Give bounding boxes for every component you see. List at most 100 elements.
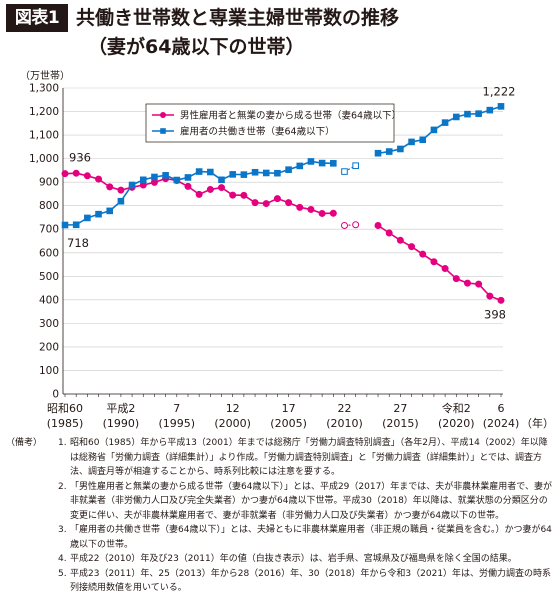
data-point bbox=[162, 172, 169, 179]
data-point bbox=[396, 236, 404, 244]
y-tick-label: 0 bbox=[52, 389, 59, 401]
y-tick-label: 800 bbox=[39, 200, 59, 212]
data-point bbox=[329, 209, 337, 217]
data-point bbox=[95, 175, 103, 183]
x-tick-label: (2010) bbox=[326, 417, 363, 430]
data-point bbox=[195, 190, 203, 198]
data-point bbox=[419, 250, 427, 258]
data-point bbox=[408, 243, 416, 251]
x-tick-label: (2020) bbox=[438, 417, 475, 430]
data-point bbox=[84, 214, 91, 222]
x-tick-label: 22 bbox=[337, 402, 351, 415]
data-point bbox=[285, 199, 293, 207]
x-tick-label: (2015) bbox=[382, 417, 419, 430]
note-item: 5. 平成23（2011）年、25（2013）年から28（2016）年、30（2… bbox=[58, 567, 554, 596]
x-tick-label: 12 bbox=[226, 402, 240, 415]
y-tick-label: 1,100 bbox=[29, 130, 59, 142]
data-point bbox=[318, 159, 326, 167]
data-point bbox=[296, 162, 304, 170]
data-point bbox=[497, 296, 505, 304]
x-tick-label: (2005) bbox=[270, 417, 307, 430]
x-tick-label: (1990) bbox=[103, 417, 140, 430]
chart-title: 共働き世帯数と専業主婦世帯数の推移 bbox=[76, 7, 400, 29]
y-tick-label: 300 bbox=[39, 318, 59, 330]
y-tick-label: 500 bbox=[39, 271, 59, 283]
data-point bbox=[419, 136, 427, 144]
y-tick-label: 1,000 bbox=[29, 153, 59, 165]
series-line bbox=[377, 224, 502, 302]
note-number: 4. bbox=[58, 554, 67, 564]
data-point bbox=[352, 221, 360, 229]
data-point bbox=[195, 168, 203, 175]
note-item: 4. 平成22（2010）年及び23（2011）年の値（白抜き表示）は、岩手県、… bbox=[58, 552, 554, 567]
data-point bbox=[207, 168, 214, 176]
data-point bbox=[128, 181, 136, 189]
x-tick-label: (2024) bbox=[483, 417, 520, 430]
data-point bbox=[218, 176, 225, 184]
chart-subtitle: （妻が64歳以下の世帯） bbox=[88, 36, 305, 58]
data-point bbox=[352, 162, 359, 169]
notes-list: 1. 昭和60（1985）年から平成13（2001）年までは総務庁「労働力調査特… bbox=[58, 436, 554, 596]
legend-marker bbox=[160, 112, 166, 118]
legend-label: 雇用者の共働き世帯（妻64歳以下） bbox=[180, 126, 335, 138]
data-point bbox=[173, 176, 181, 184]
data-point bbox=[452, 275, 460, 283]
data-point bbox=[72, 221, 80, 229]
note-text: 昭和60（1985）年から平成13（2001）年までは総務庁「労働力調査特別調査… bbox=[70, 438, 548, 477]
data-point bbox=[441, 265, 449, 273]
data-point bbox=[285, 166, 292, 173]
data-point bbox=[229, 171, 236, 178]
x-tick-label: 17 bbox=[282, 402, 296, 415]
data-point bbox=[296, 203, 304, 211]
legend-marker bbox=[160, 128, 166, 134]
x-tick-label: (2000) bbox=[214, 417, 251, 430]
notes-heading: （備考） bbox=[6, 438, 43, 448]
data-point bbox=[117, 197, 125, 205]
data-point bbox=[475, 110, 482, 117]
data-point bbox=[430, 258, 438, 266]
data-point bbox=[240, 171, 248, 178]
note-text: 「男性雇用者と無業の妻から成る世帯（妻64歳以下）」とは、平成29（2017）年… bbox=[70, 481, 552, 521]
x-tick-label: 27 bbox=[393, 402, 407, 415]
data-point bbox=[486, 106, 494, 114]
note-number: 2. bbox=[58, 481, 67, 492]
data-point bbox=[218, 184, 226, 192]
data-point bbox=[251, 199, 259, 207]
data-point bbox=[307, 158, 315, 165]
data-point bbox=[318, 209, 326, 217]
data-point bbox=[330, 160, 337, 167]
data-point bbox=[184, 174, 192, 181]
y-tick-label: 700 bbox=[39, 224, 59, 236]
y-tick-label: 600 bbox=[39, 247, 59, 259]
y-tick-label: 400 bbox=[39, 294, 59, 306]
data-point bbox=[150, 178, 158, 186]
data-point bbox=[397, 145, 404, 153]
legend-box bbox=[145, 103, 395, 143]
note-text: 平成22（2010）年及び23（2011）年の値（白抜き表示）は、岩手県、宮城県… bbox=[70, 554, 517, 564]
data-point bbox=[61, 170, 69, 178]
data-point bbox=[374, 149, 382, 157]
data-point bbox=[341, 168, 348, 175]
data-point bbox=[262, 169, 270, 177]
data-label: 1,222 bbox=[483, 84, 516, 98]
x-tick-label: (1985) bbox=[47, 417, 84, 430]
notes-section: （備考） 1. 昭和60（1985）年から平成13（2001）年までは総務庁「労… bbox=[6, 436, 554, 596]
data-point bbox=[441, 119, 449, 126]
data-point bbox=[273, 195, 281, 203]
y-tick-label: 1,200 bbox=[29, 106, 59, 118]
data-point bbox=[274, 169, 281, 177]
x-tick-label: 令和2 bbox=[442, 401, 471, 415]
data-point bbox=[464, 110, 471, 118]
data-point bbox=[262, 200, 270, 208]
data-point bbox=[430, 126, 438, 134]
x-axis-label: （年） bbox=[521, 416, 554, 430]
data-point bbox=[139, 176, 147, 184]
data-point bbox=[385, 148, 393, 155]
note-item: 1. 昭和60（1985）年から平成13（2001）年までは総務庁「労働力調査特… bbox=[58, 436, 554, 480]
data-point bbox=[117, 186, 125, 194]
x-tick-label: 昭和60 bbox=[47, 402, 83, 415]
figure-label: 図表1 bbox=[6, 4, 68, 32]
note-number: 3. bbox=[58, 525, 67, 535]
data-point bbox=[106, 183, 114, 191]
data-point bbox=[385, 229, 393, 237]
